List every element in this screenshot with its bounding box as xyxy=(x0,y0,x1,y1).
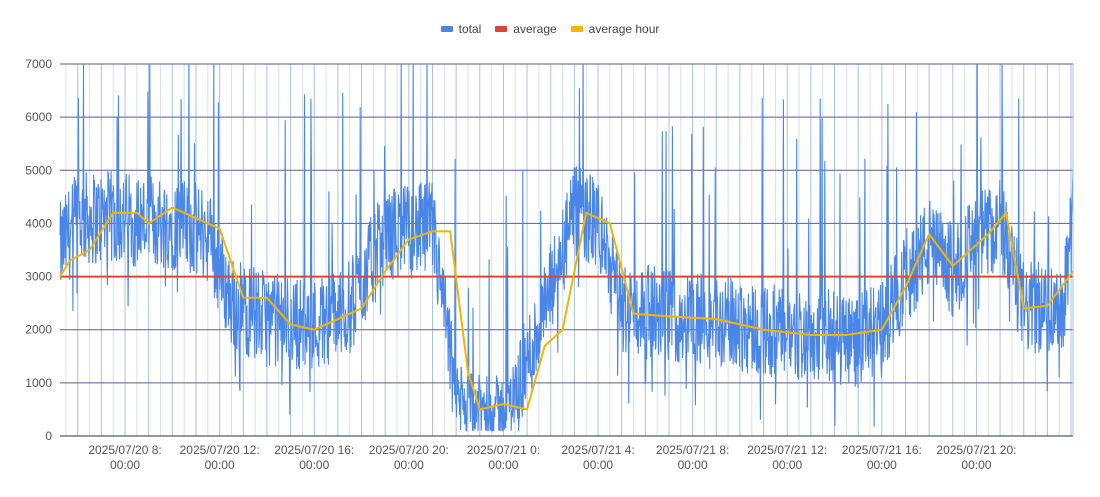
y-tick-label: 7000 xyxy=(25,57,52,71)
legend-item[interactable]: average hour xyxy=(570,22,660,36)
x-tick-label: 2025/07/20 8: xyxy=(88,443,161,457)
x-tick-label: 00:00 xyxy=(110,458,140,472)
x-tick-label: 2025/07/21 8: xyxy=(656,443,729,457)
series-average-hour-line xyxy=(59,206,1074,411)
x-tick-label: 00:00 xyxy=(205,458,235,472)
x-tick-label: 2025/07/20 20: xyxy=(369,443,449,457)
legend-item[interactable]: total xyxy=(440,22,482,36)
legend-swatch xyxy=(570,26,583,32)
y-tick-label: 3000 xyxy=(25,270,52,284)
legend-item[interactable]: average xyxy=(495,22,557,36)
y-tick-label: 6000 xyxy=(25,110,52,124)
series-total-line xyxy=(59,63,1074,432)
x-tick-label: 2025/07/21 20: xyxy=(936,443,1016,457)
x-tick-label: 2025/07/21 0: xyxy=(467,443,540,457)
legend-label: total xyxy=(458,22,482,36)
x-tick-label: 00:00 xyxy=(961,458,991,472)
y-tick-label: 5000 xyxy=(25,163,52,177)
x-tick-label: 2025/07/21 4: xyxy=(561,443,634,457)
legend-label: average xyxy=(513,22,557,36)
x-tick-label: 00:00 xyxy=(299,458,329,472)
x-tick-label: 00:00 xyxy=(867,458,897,472)
x-tick-label: 00:00 xyxy=(488,458,518,472)
legend-swatch xyxy=(495,26,508,32)
legend-swatch xyxy=(440,26,453,32)
y-tick-label: 1000 xyxy=(25,376,52,390)
x-tick-label: 00:00 xyxy=(772,458,802,472)
x-tick-label: 00:00 xyxy=(678,458,708,472)
x-tick-label: 2025/07/21 12: xyxy=(747,443,827,457)
y-tick-label: 0 xyxy=(45,429,52,443)
y-tick-label: 4000 xyxy=(25,216,52,230)
legend-label: average hour xyxy=(588,22,660,36)
x-tick-label: 00:00 xyxy=(583,458,613,472)
x-tick-label: 2025/07/20 12: xyxy=(180,443,260,457)
x-tick-label: 2025/07/21 16: xyxy=(842,443,922,457)
legend: total average average hour xyxy=(0,22,1100,36)
y-tick-label: 2000 xyxy=(25,323,52,337)
x-tick-label: 00:00 xyxy=(394,458,424,472)
x-tick-label: 2025/07/20 16: xyxy=(274,443,354,457)
